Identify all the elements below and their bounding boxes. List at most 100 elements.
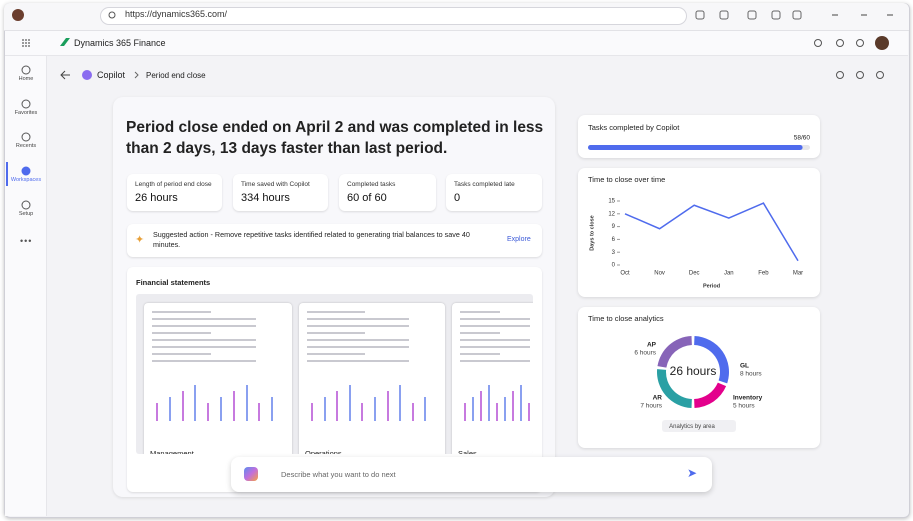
x-tick-label: Dec — [689, 271, 700, 277]
suggestion: ✦ Suggested action - Remove repetitive ta… — [127, 224, 542, 257]
waffle — [22, 39, 24, 41]
nav-icon — [21, 65, 31, 75]
lc-card — [578, 168, 820, 297]
nav-label[interactable]: Setup — [18, 211, 34, 217]
thumb-label: Operations — [305, 449, 342, 454]
x-tick-label: Nov — [654, 271, 665, 277]
thumb-bar — [411, 403, 414, 421]
address-bar — [100, 7, 687, 25]
thumb-bar — [512, 391, 514, 421]
thumb-bar — [311, 403, 313, 421]
waffle — [22, 42, 24, 44]
thumb-area: Management Operations Sales — [136, 294, 533, 454]
thumb-bar — [520, 385, 522, 421]
send-icon: ➤ — [687, 466, 698, 480]
toolbar-icon — [747, 10, 757, 20]
thumb-bar — [386, 391, 389, 421]
nav-label[interactable]: Recents — [15, 143, 37, 149]
app-title: Dynamics 365 Finance — [74, 38, 166, 48]
donut-segment — [657, 336, 692, 368]
thumb-line — [460, 332, 500, 334]
nav-icon — [21, 99, 31, 109]
y-tick-label: 3 — [612, 250, 616, 256]
nav-selected — [6, 162, 8, 186]
segment-name: AR — [653, 395, 663, 402]
progress-fill — [588, 145, 803, 150]
tasks-card — [578, 115, 820, 158]
header-icon — [856, 39, 864, 47]
thumb-bar — [271, 397, 274, 421]
thumb-line — [307, 332, 366, 334]
thumb-line — [307, 318, 410, 320]
thumb-bar — [528, 403, 530, 421]
nav-label[interactable]: Workspaces — [10, 177, 42, 183]
y-tick-label: 15 — [608, 199, 615, 205]
prompt-bar[interactable]: Describe what you want to do next ➤ — [231, 457, 712, 492]
x-tick-label: Feb — [758, 271, 769, 277]
stat-value: 334 hours — [241, 192, 290, 204]
waffle — [25, 39, 27, 41]
thumb-line — [152, 311, 212, 313]
thumb-line — [460, 346, 530, 348]
segment-value: 7 hours — [640, 403, 662, 410]
thumb-bar — [348, 385, 351, 421]
statement-thumbnail[interactable]: Sales — [452, 303, 533, 454]
thumb-bar — [464, 403, 466, 421]
waffle — [22, 45, 24, 47]
nav-label[interactable]: Favorites — [14, 110, 38, 116]
toolbar-icon — [719, 10, 729, 20]
chevron — [134, 71, 139, 79]
stat-value: 26 hours — [135, 192, 178, 204]
thumb-line — [152, 360, 256, 362]
prompt-icon — [244, 467, 258, 481]
breadcrumb-copilot: Copilot — [97, 70, 126, 80]
stat-label: Tasks completed late — [454, 181, 515, 188]
donut-segment — [656, 369, 692, 408]
toolbar-icon — [792, 10, 802, 20]
profile — [12, 9, 24, 21]
waffle — [28, 45, 30, 47]
page-icon — [876, 71, 884, 79]
thumb-line — [152, 346, 256, 348]
statement-thumbnail[interactable]: Management — [144, 303, 292, 454]
y-tick-label: 6 — [612, 237, 616, 243]
thumb-line — [307, 360, 410, 362]
statement-thumbnail[interactable]: Operations — [299, 303, 445, 454]
thumb-bar — [336, 391, 339, 421]
app-header — [5, 31, 908, 56]
filter-label[interactable]: Analytics by area — [669, 424, 715, 430]
stat-label: Time saved with Copilot — [241, 181, 310, 188]
thumb-bar — [207, 403, 210, 421]
thumb-bar — [472, 397, 474, 421]
x-tick-label: Oct — [620, 271, 630, 277]
thumb-bar — [156, 403, 158, 421]
copilot-icon — [82, 70, 92, 80]
nav-icon — [21, 200, 31, 210]
thumb-bar — [181, 391, 184, 421]
segment-name: AP — [647, 342, 657, 349]
nav-label[interactable]: Home — [18, 76, 34, 82]
tasks-title: Tasks completed by Copilot — [588, 123, 680, 132]
thumb-line — [152, 325, 256, 327]
waffle — [25, 45, 27, 47]
thumb-line — [307, 346, 410, 348]
thumb-line — [307, 339, 410, 341]
thumb-bar — [232, 391, 235, 421]
donut-title: Time to close analytics — [588, 314, 664, 323]
stat-card: Completed tasks 60 of 60 — [339, 174, 436, 211]
thumb-bar — [504, 397, 506, 421]
explore-link[interactable]: Explore — [507, 236, 531, 243]
thumb-bar — [399, 385, 402, 421]
thumb-bar — [168, 397, 171, 421]
donut-segment — [694, 382, 727, 408]
toolbar-icon — [695, 10, 705, 20]
thumb-bar — [245, 385, 248, 421]
segment-name: Inventory — [733, 395, 763, 402]
thumb-bar — [488, 385, 490, 421]
donut-center: 26 hours — [670, 364, 717, 378]
x-tick-label: Mar — [793, 271, 803, 277]
stat-label: Length of period end close — [135, 181, 212, 188]
nav-more: ••• — [20, 236, 33, 246]
financial-card: Financial statements Management Operations… — [127, 267, 542, 492]
